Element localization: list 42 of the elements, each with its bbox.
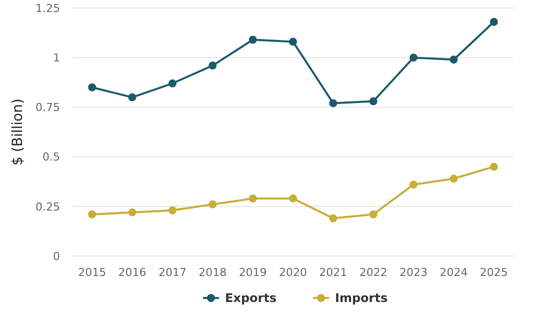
- x-tick-label: 2025: [480, 266, 508, 279]
- point: [490, 18, 498, 26]
- point: [450, 174, 458, 183]
- point: [450, 56, 458, 64]
- point: [208, 200, 217, 208]
- y-tick-label: 1: [53, 51, 60, 64]
- point: [329, 214, 338, 222]
- y-axis-title: $ (Billion): [10, 98, 26, 166]
- x-tick-label: 2016: [118, 266, 146, 279]
- x-tick-label: 2022: [359, 266, 388, 279]
- point: [128, 93, 136, 102]
- y-tick-label: 0.75: [36, 101, 60, 114]
- point: [168, 206, 176, 214]
- legend-label: Imports: [335, 291, 388, 306]
- point: [248, 194, 257, 202]
- x-tick-label: 2023: [400, 266, 428, 279]
- point: [410, 54, 418, 62]
- x-tick-label: 2017: [158, 266, 186, 279]
- x-tick-label: 2018: [198, 266, 227, 279]
- point: [369, 97, 378, 106]
- point: [289, 38, 297, 46]
- x-tick-label: 2024: [440, 266, 468, 279]
- y-tick-label: 0.5: [42, 150, 60, 164]
- point: [208, 62, 217, 70]
- y-tick-label: 0.25: [36, 200, 60, 214]
- point: [490, 162, 498, 171]
- point: [289, 194, 297, 202]
- point: [128, 208, 136, 216]
- point: [369, 210, 378, 218]
- x-tick-label: 2015: [78, 266, 106, 279]
- point: [248, 36, 257, 44]
- y-tick-label: 0: [53, 250, 60, 263]
- point: [168, 79, 176, 88]
- x-tick-label: 2019: [238, 266, 267, 279]
- point: [410, 180, 418, 189]
- point: [88, 83, 96, 92]
- legend-label: Exports: [225, 291, 277, 306]
- point: [329, 99, 338, 108]
- x-tick-label: 2021: [319, 266, 348, 279]
- y-tick-label: 1.25: [36, 2, 60, 15]
- x-tick-label: 2020: [279, 266, 307, 279]
- point: [88, 210, 96, 218]
